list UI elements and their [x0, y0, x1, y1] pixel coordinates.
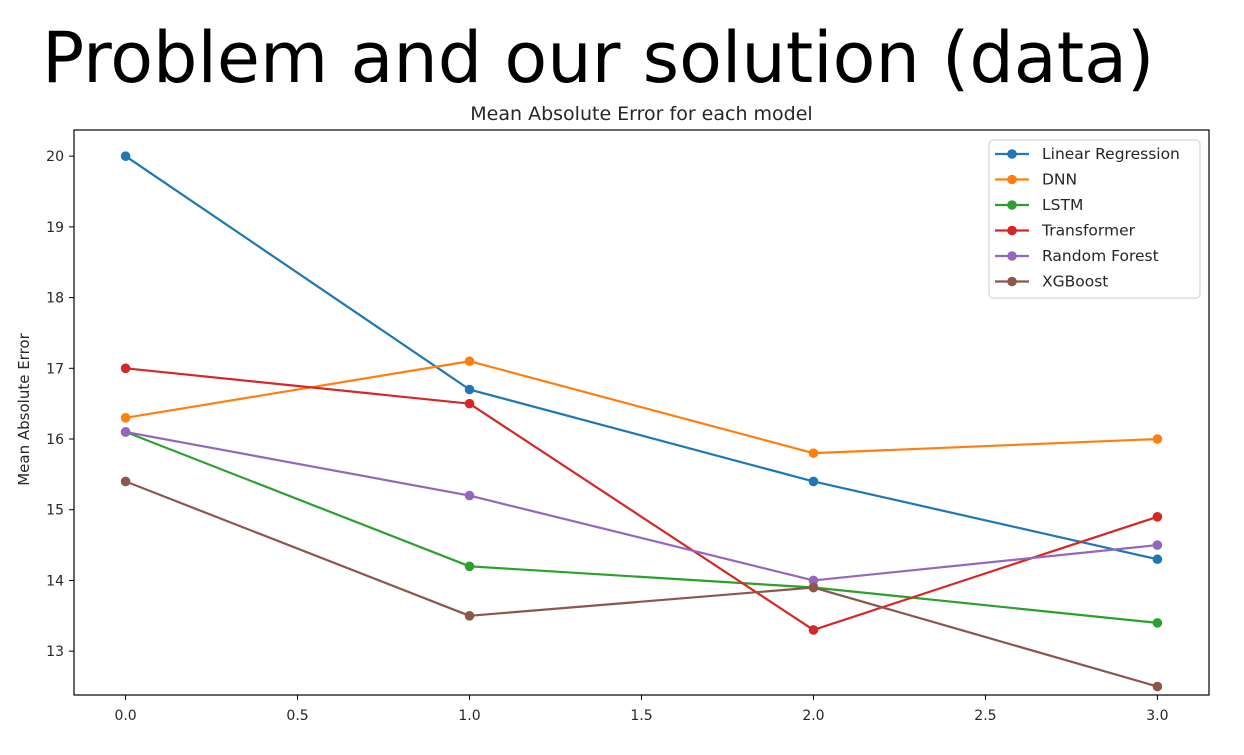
- legend-marker: [1007, 200, 1017, 210]
- data-point: [464, 398, 475, 409]
- data-point: [1152, 554, 1163, 565]
- y-tick-label: 18: [46, 291, 64, 307]
- data-point: [464, 384, 475, 395]
- x-tick-label: 3.0: [1146, 708, 1168, 724]
- legend-label: XGBoost: [1042, 273, 1108, 291]
- data-point: [808, 582, 819, 593]
- legend-marker: [1007, 251, 1017, 261]
- legend-label: Transformer: [1041, 222, 1136, 240]
- slide-title: Problem and our solution (data): [42, 17, 1155, 99]
- data-point: [808, 476, 819, 487]
- data-point: [1152, 540, 1163, 550]
- series-line-4: [125, 430, 1158, 582]
- plot-frame: [73, 129, 1210, 696]
- data-point: [120, 476, 131, 487]
- series-line-5: [125, 480, 1158, 688]
- data-point: [120, 413, 131, 423]
- legend-label: Random Forest: [1042, 247, 1159, 265]
- x-tick-label: 0.5: [286, 708, 308, 724]
- legend-marker: [1007, 174, 1017, 185]
- data-point: [464, 561, 475, 572]
- data-point: [120, 363, 131, 374]
- data-point: [464, 356, 475, 367]
- data-point: [808, 625, 819, 635]
- series-line-2: [125, 430, 1158, 624]
- y-tick-label: 14: [46, 573, 64, 589]
- x-tick-label: 1.5: [630, 708, 652, 724]
- chart-title: Mean Absolute Error for each model: [470, 103, 812, 125]
- y-axis-label: Mean Absolute Error: [15, 332, 33, 485]
- data-point: [464, 611, 475, 621]
- x-tick-label: 0.0: [114, 708, 136, 724]
- legend-box: [988, 139, 1201, 299]
- x-tick-label: 2.0: [802, 708, 824, 724]
- legend-marker: [1007, 225, 1017, 236]
- series-line-3: [125, 367, 1158, 632]
- y-tick-label: 16: [46, 432, 64, 448]
- data-point: [808, 575, 819, 586]
- series-line-1: [125, 360, 1158, 455]
- data-point: [1152, 512, 1163, 522]
- data-point: [120, 427, 131, 437]
- data-point: [464, 490, 475, 501]
- y-tick-label: 17: [46, 361, 64, 377]
- data-point: [120, 151, 131, 161]
- y-tick-label: 15: [46, 503, 64, 519]
- legend-marker: [1007, 149, 1017, 159]
- y-tick-label: 13: [46, 644, 64, 660]
- series-line-0: [124, 155, 1158, 561]
- legend-label: DNN: [1042, 171, 1077, 189]
- data-point: [808, 448, 819, 458]
- legend-marker: [1007, 276, 1017, 287]
- legend-label: Linear Regression: [1042, 145, 1180, 163]
- data-point: [1152, 618, 1163, 628]
- x-tick-label: 2.5: [974, 708, 996, 724]
- data-point: [1152, 681, 1163, 692]
- data-point: [1152, 434, 1163, 444]
- y-tick-label: 20: [46, 149, 64, 165]
- legend-label: LSTM: [1042, 196, 1083, 214]
- x-tick-label: 1.0: [458, 708, 480, 724]
- y-tick-label: 19: [46, 220, 64, 236]
